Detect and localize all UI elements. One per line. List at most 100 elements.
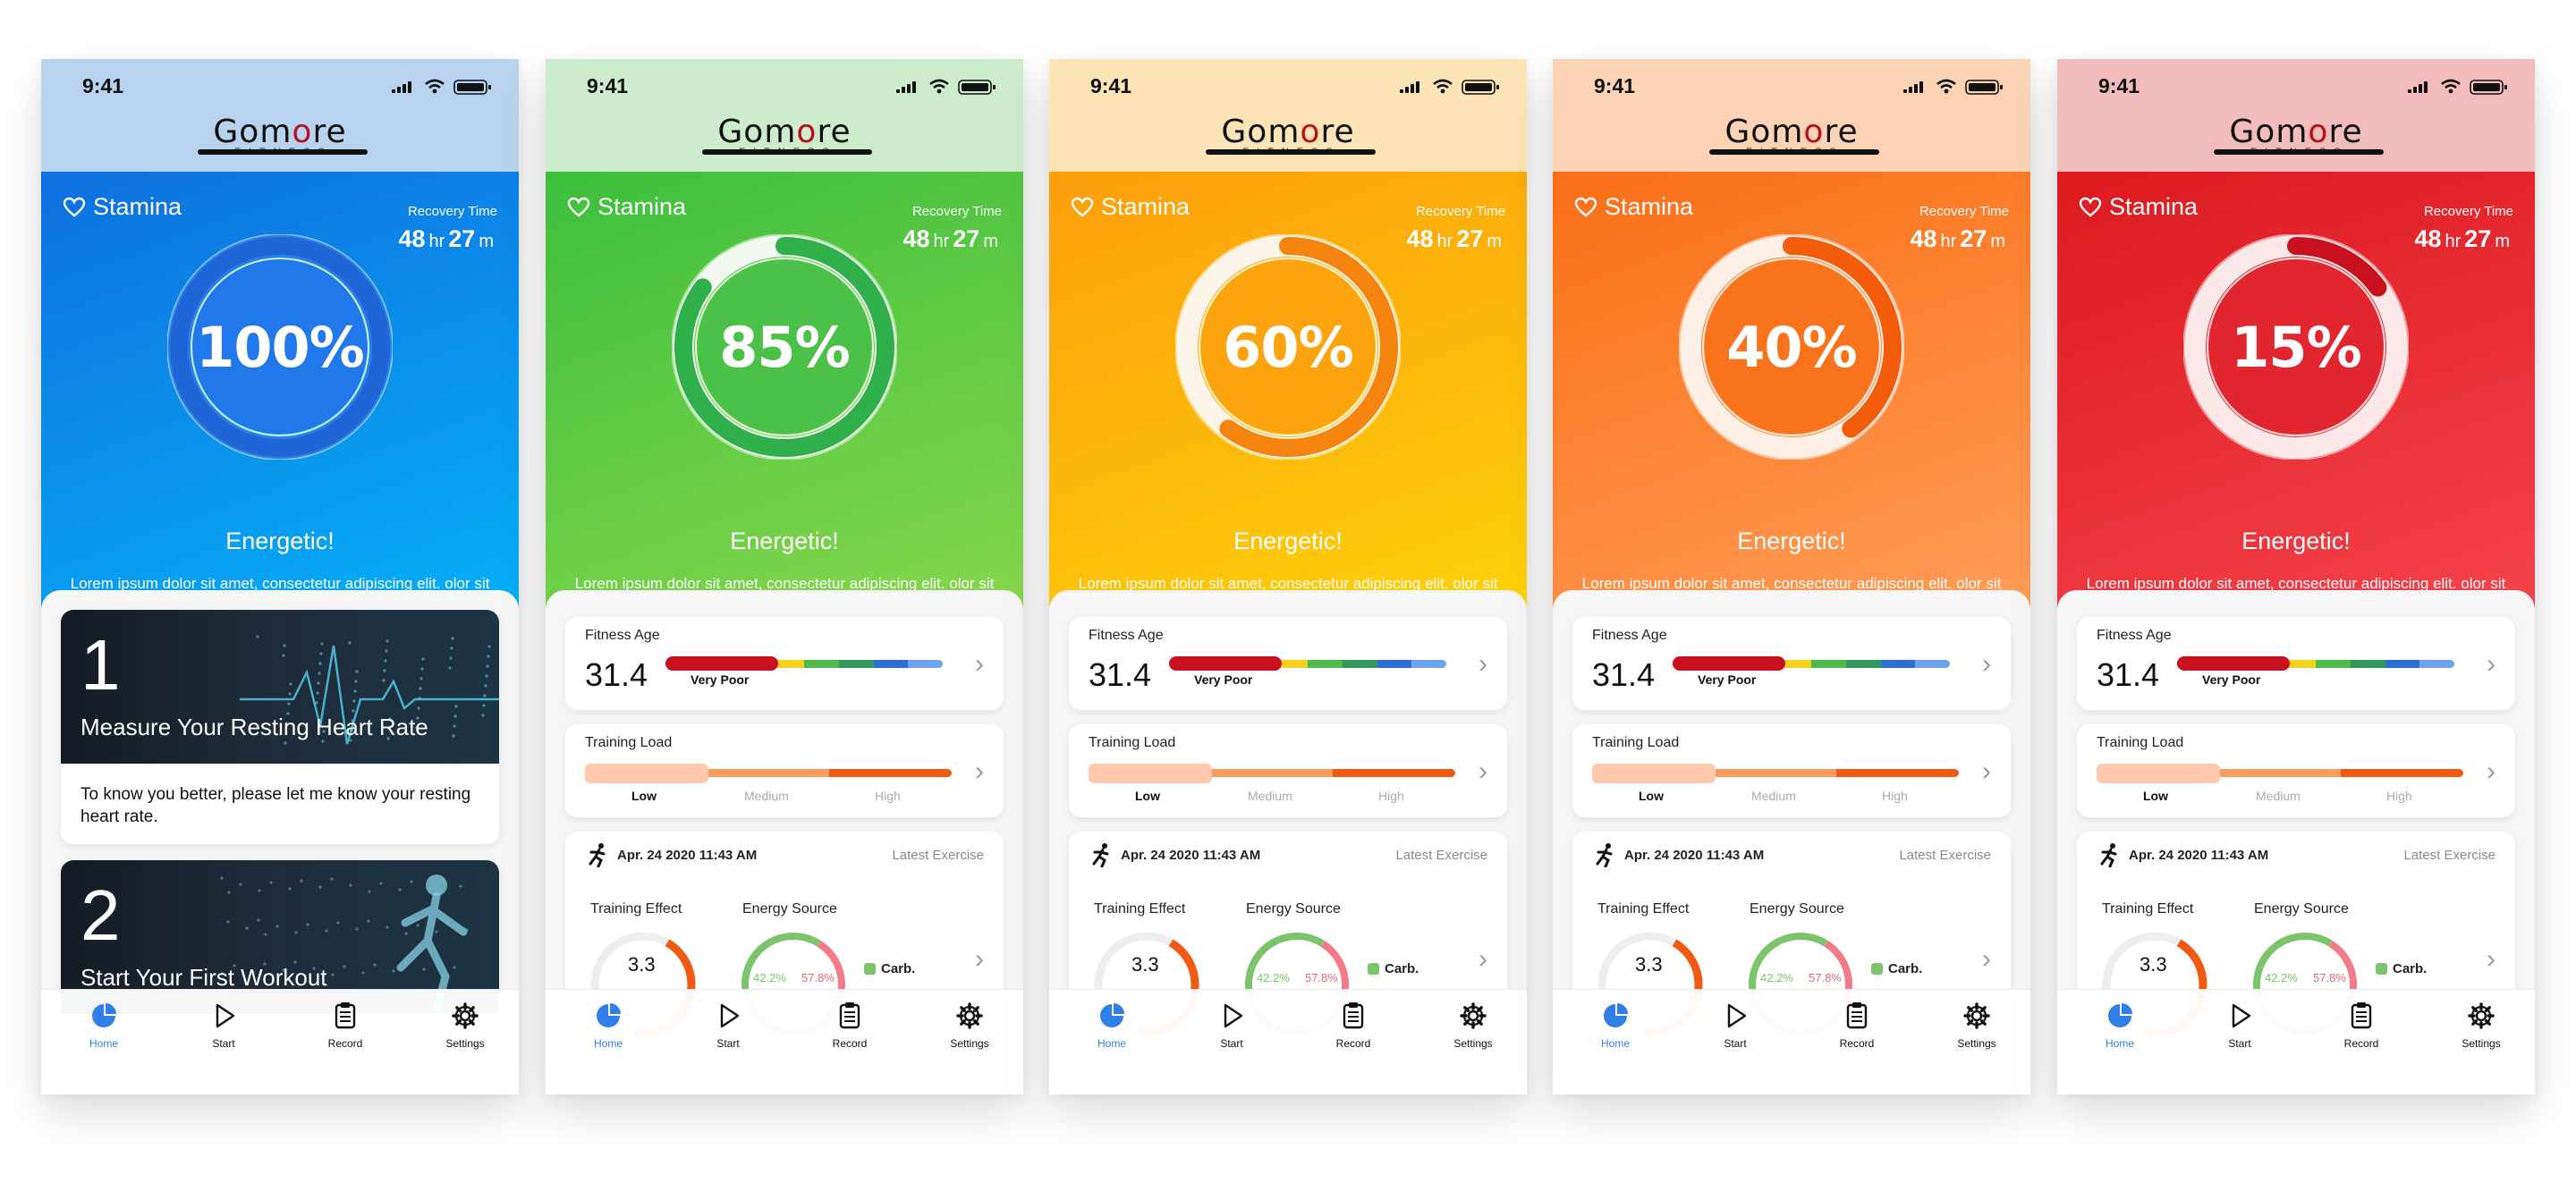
training-load-card[interactable]: Training Load Low Medium High › xyxy=(2077,724,2515,817)
chevron-right-icon[interactable]: › xyxy=(1479,944,1487,974)
chevron-right-icon[interactable]: › xyxy=(1982,756,1991,786)
recovery-hours-unit: hr xyxy=(2445,232,2462,251)
runner-figure-icon xyxy=(220,875,469,1017)
heart-icon xyxy=(1574,197,1597,217)
tab-home[interactable]: Home xyxy=(2084,1001,2156,1050)
logo-part: re xyxy=(312,114,347,150)
tab-settings[interactable]: Settings xyxy=(934,1001,1005,1050)
training-load-label: Training Load xyxy=(1089,735,1176,750)
training-load-low: Low xyxy=(1135,789,1160,803)
phone-screen: 9:41GomoreFITNESSStaminaRecovery Time48h… xyxy=(546,59,1023,1094)
tab-start[interactable]: Start xyxy=(692,1001,764,1050)
chevron-right-icon[interactable]: › xyxy=(2487,756,2496,786)
recovery-minutes: 27 xyxy=(2464,225,2492,252)
recovery-minutes: 27 xyxy=(448,225,476,252)
tab-home[interactable]: Home xyxy=(68,1001,140,1050)
tab-settings[interactable]: Settings xyxy=(429,1001,501,1050)
status-time: 9:41 xyxy=(587,74,629,97)
tab-start[interactable]: Start xyxy=(2204,1001,2275,1050)
tab-home[interactable]: Home xyxy=(1580,1001,1651,1050)
energy-source-label: Energy Source xyxy=(1750,901,1844,917)
recovery-hours: 48 xyxy=(1910,225,1937,252)
tab-label: Record xyxy=(327,1037,363,1050)
chevron-right-icon[interactable]: › xyxy=(1479,756,1487,786)
tab-record[interactable]: Record xyxy=(2326,1001,2397,1050)
fitness-age-card[interactable]: Fitness Age 31.4 Very Poor › xyxy=(565,617,1004,710)
play-icon xyxy=(2232,1003,2251,1028)
step-number: 1 xyxy=(80,625,121,705)
scale-segment xyxy=(1776,660,1811,668)
training-load-low: Low xyxy=(1639,789,1664,803)
logo-part: o xyxy=(1247,114,1268,150)
phone-screen: 9:41GomoreFITNESSStaminaRecovery Time48h… xyxy=(1049,59,1527,1094)
recovery-time-label: Recovery Time xyxy=(407,204,497,219)
status-icons xyxy=(894,77,1002,97)
chevron-right-icon[interactable]: › xyxy=(1479,649,1487,679)
tab-settings[interactable]: Settings xyxy=(1437,1001,1509,1050)
tab-record[interactable]: Record xyxy=(1821,1001,1893,1050)
scale-segment xyxy=(873,660,909,668)
chevron-right-icon[interactable]: › xyxy=(975,756,984,786)
tab-settings[interactable]: Settings xyxy=(1941,1001,2012,1050)
scale-segment xyxy=(838,660,874,668)
recovery-minutes-unit: m xyxy=(2495,232,2510,251)
logo-part: re xyxy=(2328,114,2363,150)
chevron-right-icon[interactable]: › xyxy=(2487,944,2496,974)
exercise-date: Apr. 24 2020 11:43 AM xyxy=(1121,848,1261,863)
onboarding-step-card[interactable]: 1 Measure Your Resting Heart Rate To know … xyxy=(61,610,499,844)
gear-icon xyxy=(452,1002,479,1029)
training-load-card[interactable]: Training Load Low Medium High › xyxy=(1572,724,2011,817)
tab-record[interactable]: Record xyxy=(1318,1001,1389,1050)
chevron-right-icon[interactable]: › xyxy=(1982,649,1991,679)
fitness-age-card[interactable]: Fitness Age 31.4 Very Poor › xyxy=(1572,617,2011,710)
recovery-time-label: Recovery Time xyxy=(911,204,1002,219)
training-load-card[interactable]: Training Load Low Medium High › xyxy=(1069,724,1507,817)
training-load-card[interactable]: Training Load Low Medium High › xyxy=(565,724,1004,817)
phone-screen: 9:41GomoreFITNESSStaminaRecovery Time48h… xyxy=(41,59,519,1094)
tab-bar: Home Start Record Settings xyxy=(1553,989,2030,1094)
scale-segment xyxy=(1210,769,1334,777)
fitness-age-card[interactable]: Fitness Age 31.4 Very Poor › xyxy=(2077,617,2515,710)
energy-legend-swatch xyxy=(1871,963,1883,975)
play-icon xyxy=(1224,1003,1243,1028)
tab-label: Record xyxy=(1335,1037,1371,1050)
tab-record[interactable]: Record xyxy=(309,1001,381,1050)
tab-record[interactable]: Record xyxy=(814,1001,886,1050)
tab-bar: Home Start Record Settings xyxy=(2057,989,2535,1094)
recovery-time-value: 48 hr 27 m xyxy=(902,225,1002,253)
chevron-right-icon[interactable]: › xyxy=(975,649,984,679)
energy-source-value-a: 42.2% xyxy=(2265,971,2298,985)
stamina-header: Stamina xyxy=(1071,193,1190,221)
chevron-right-icon[interactable]: › xyxy=(975,944,984,974)
tab-start[interactable]: Start xyxy=(188,1001,259,1050)
tab-label: Home xyxy=(593,1037,623,1050)
tab-start[interactable]: Start xyxy=(1699,1001,1771,1050)
signal-wifi-battery-icon xyxy=(896,79,996,95)
tab-settings[interactable]: Settings xyxy=(2445,1001,2517,1050)
scale-segment xyxy=(1342,660,1377,668)
chevron-right-icon[interactable]: › xyxy=(2487,649,2496,679)
signal-wifi-battery-icon xyxy=(1400,79,1499,95)
tab-label: Record xyxy=(832,1037,868,1050)
chevron-right-icon[interactable]: › xyxy=(1982,944,1991,974)
recovery-minutes-unit: m xyxy=(1990,232,2005,251)
stamina-progress-arc xyxy=(1178,237,1398,457)
status-time: 9:41 xyxy=(1594,74,1636,97)
tab-home[interactable]: Home xyxy=(572,1001,644,1050)
fitness-age-rating: Very Poor xyxy=(2202,672,2261,687)
tab-home[interactable]: Home xyxy=(1076,1001,1148,1050)
step-number: 2 xyxy=(80,875,121,955)
clipboard-icon xyxy=(1846,1002,1868,1029)
tab-label: Home xyxy=(2105,1037,2134,1050)
fitness-age-label: Fitness Age xyxy=(2097,628,2172,643)
clipboard-icon xyxy=(839,1002,860,1029)
tab-start[interactable]: Start xyxy=(1196,1001,1267,1050)
play-icon xyxy=(720,1003,740,1028)
phone-screen: 9:41GomoreFITNESSStaminaRecovery Time48h… xyxy=(2057,59,2535,1094)
scale-segment xyxy=(2350,660,2385,668)
latest-exercise-label: Latest Exercise xyxy=(2403,848,2496,863)
training-load-indicator xyxy=(1592,764,1716,783)
fitness-age-card[interactable]: Fitness Age 31.4 Very Poor › xyxy=(1069,617,1507,710)
status-bar: 9:41GomoreFITNESS xyxy=(1049,59,1527,172)
fitness-age-rating: Very Poor xyxy=(1194,672,1253,687)
